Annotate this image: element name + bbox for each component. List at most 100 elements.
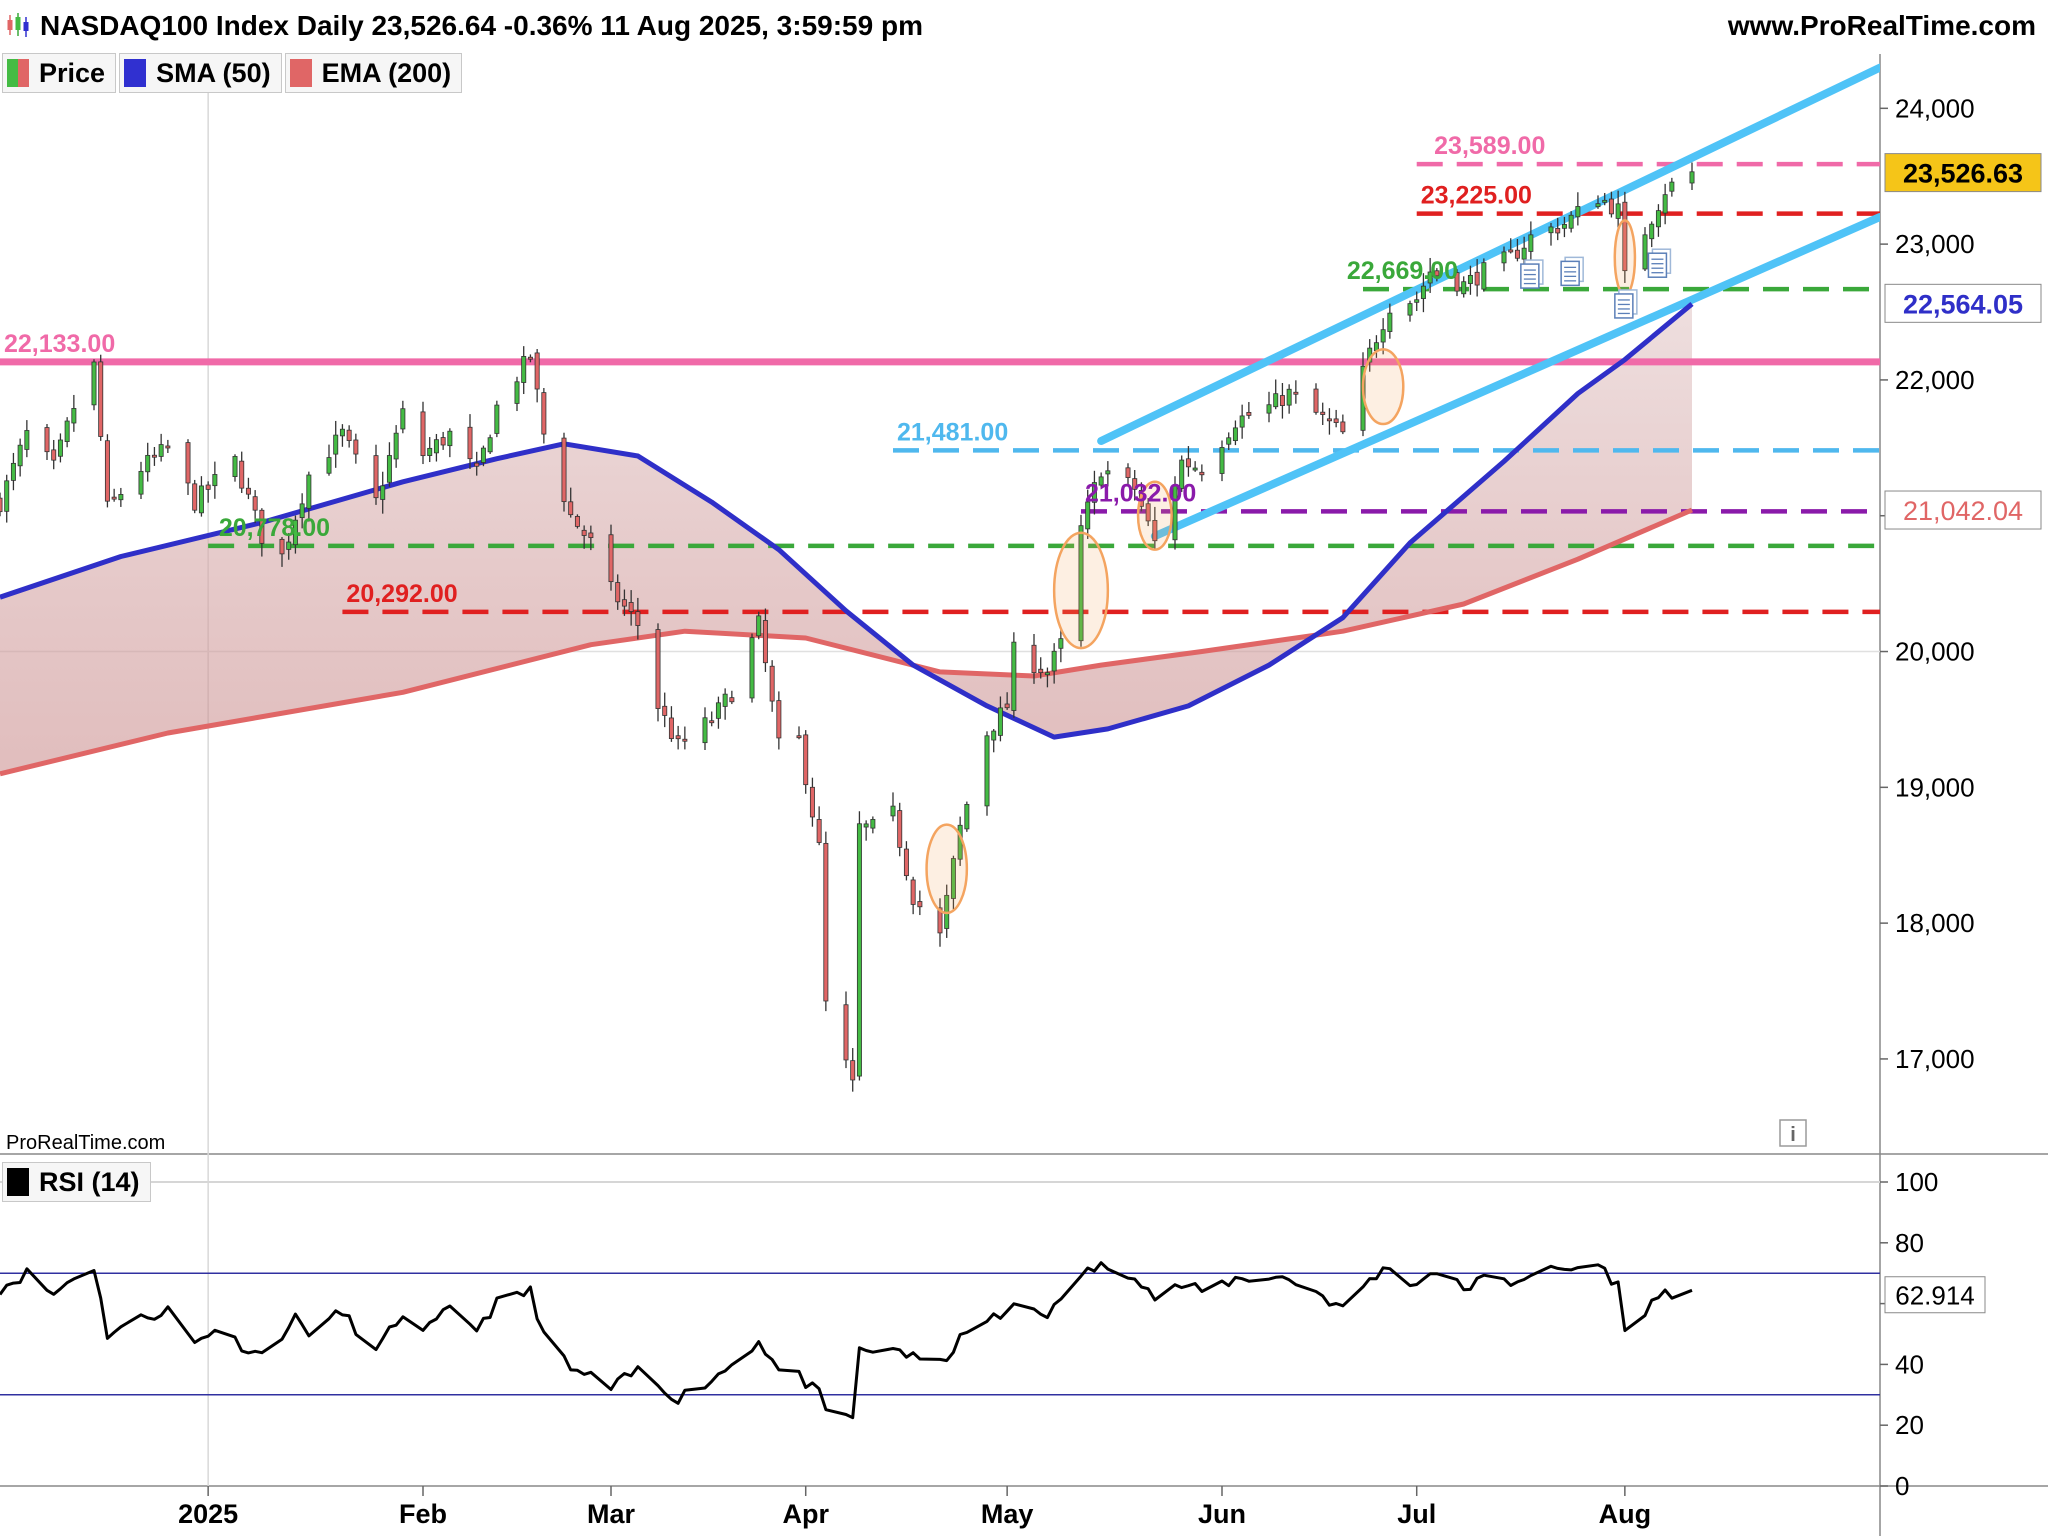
candle: [1044, 667, 1050, 688]
candle: [1105, 461, 1111, 487]
candle-body-down: [104, 440, 110, 502]
candle-body-down: [0, 497, 3, 513]
candle: [856, 811, 862, 1081]
candle: [1501, 246, 1507, 272]
candle: [104, 434, 110, 508]
document-icon-page: [1647, 252, 1668, 278]
candle: [662, 692, 668, 728]
candle-body-up: [1266, 404, 1272, 414]
candle-body-up: [1286, 388, 1292, 406]
candle-body-up: [1172, 484, 1178, 541]
info-icon[interactable]: i: [1779, 1119, 1807, 1147]
candle: [1414, 291, 1420, 312]
highlight-ellipse: [1613, 219, 1637, 297]
candle-body-down: [709, 720, 715, 724]
candle-body-up: [1414, 299, 1420, 303]
legend-ema-label: EMA (200): [321, 57, 452, 88]
rsi-tick-label: 20: [1895, 1410, 1924, 1440]
candle: [1561, 216, 1567, 238]
candle: [1514, 239, 1520, 262]
candle-body-down: [1031, 644, 1037, 674]
candle: [1474, 259, 1480, 297]
candle: [1461, 276, 1467, 298]
candle: [380, 471, 386, 514]
candle-body-down: [252, 496, 258, 511]
candle-body-up: [145, 454, 151, 473]
document-icon[interactable]: [1647, 248, 1672, 278]
document-icon-page: [1614, 293, 1634, 319]
price-tick-label: 20,000: [1895, 637, 1975, 667]
candle: [1226, 432, 1232, 450]
legend-sma[interactable]: SMA (50): [119, 53, 282, 93]
candle-body-up: [17, 444, 23, 467]
legend-ema[interactable]: EMA (200): [284, 53, 463, 93]
candle-body-down: [51, 449, 57, 461]
sma-swatch: [124, 59, 147, 87]
candle: [588, 525, 594, 551]
candle: [0, 492, 3, 517]
candle: [1333, 409, 1339, 428]
legend-price[interactable]: Price: [2, 53, 117, 93]
document-icon[interactable]: [1520, 259, 1544, 289]
candle-body-up: [1091, 482, 1097, 503]
candle: [568, 487, 574, 518]
candle-body-down: [776, 700, 782, 739]
candle: [151, 447, 157, 466]
level-label: 20,292.00: [346, 580, 457, 608]
candle: [628, 590, 634, 626]
candle: [964, 801, 970, 832]
candle-body-up: [1420, 285, 1426, 299]
candle-body-down: [353, 439, 359, 455]
candle-body-down: [527, 356, 533, 360]
candle: [682, 726, 688, 750]
rsi-swatch: [7, 1168, 29, 1196]
candle: [98, 354, 104, 441]
candle: [917, 890, 923, 916]
highlight-ellipse: [1361, 348, 1405, 426]
candle-body-down: [1622, 201, 1628, 272]
rsi-legend: RSI (14): [2, 1162, 154, 1202]
candle-body-up: [702, 717, 708, 744]
candle: [762, 608, 768, 672]
candle-body-down: [769, 665, 775, 702]
document-icon-page: [1560, 260, 1580, 287]
candle-body-down: [937, 907, 943, 934]
candle-body-up: [487, 437, 493, 453]
candle: [910, 876, 916, 915]
candle: [991, 729, 997, 753]
candle-body-down: [279, 538, 285, 555]
candle-body-up: [1011, 641, 1017, 711]
candle: [400, 400, 406, 434]
candle-body-up: [950, 858, 956, 899]
candle-body-down: [420, 411, 426, 457]
price-tick-label: 17,000: [1895, 1044, 1975, 1074]
candle-body-down: [1038, 668, 1044, 673]
site-url[interactable]: www.ProRealTime.com: [1727, 10, 2036, 41]
time-tick-label: Jun: [1198, 1499, 1246, 1529]
candle-body-down: [655, 629, 661, 709]
candle-body-up: [1615, 203, 1621, 219]
candle-body-up: [870, 819, 876, 829]
candle: [816, 806, 822, 846]
candle-body-down: [1004, 703, 1010, 709]
candle: [534, 349, 540, 403]
candle-body-down: [621, 599, 627, 607]
candle-body-down: [474, 462, 480, 467]
candle: [57, 433, 63, 463]
candle-body-up: [1192, 467, 1198, 471]
time-tick-label: Aug: [1599, 1499, 1651, 1529]
candle-body-up: [1655, 210, 1661, 228]
candle-body-up: [24, 430, 30, 450]
candle-body-up: [393, 432, 399, 460]
candle: [1595, 195, 1601, 209]
highlight-ellipse: [925, 823, 969, 915]
time-tick-label: Jul: [1397, 1499, 1436, 1529]
candle: [843, 991, 849, 1069]
document-icon[interactable]: [1560, 256, 1584, 287]
document-icon[interactable]: [1614, 289, 1638, 319]
candle-body-down: [850, 1060, 856, 1081]
candle: [353, 433, 359, 464]
legend-rsi[interactable]: RSI (14): [2, 1162, 151, 1202]
candle-body-down: [1514, 249, 1520, 259]
time-tick-label: 2025: [178, 1499, 238, 1529]
